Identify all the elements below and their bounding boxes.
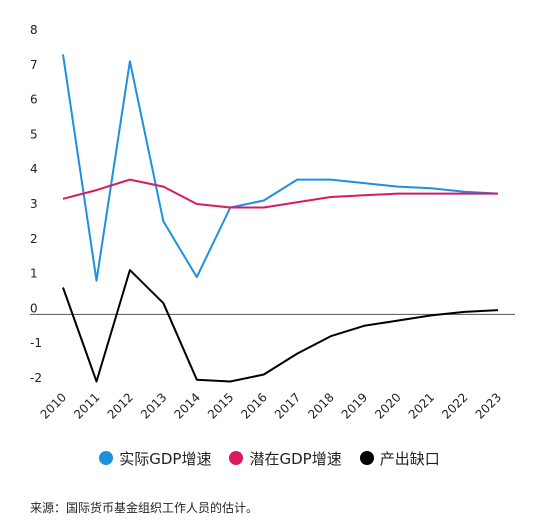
legend-marker-output-gap [359, 451, 374, 465]
y-tick-label: 5 [30, 127, 38, 141]
x-tick-label: 2022 [439, 390, 470, 421]
x-tick-label: 2023 [473, 390, 504, 421]
series-line-potential-gdp [62, 178, 498, 209]
legend-label-actual-gdp: 实际GDP增速 [119, 449, 212, 468]
legend-label-output-gap: 产出缺口 [379, 449, 440, 468]
x-tick-label: 2015 [205, 390, 236, 421]
x-tick-label: 2018 [305, 390, 336, 421]
legend-marker-potential-gdp [229, 451, 244, 465]
x-tick-label: 2020 [372, 390, 403, 421]
x-tick-label: 2019 [339, 390, 370, 421]
x-tick-label: 2012 [105, 390, 136, 421]
y-tick-label: -1 [30, 336, 42, 350]
x-axis: 2010 2011 2012 2013 2014 2015 2016 2017 2018 2019… [38, 390, 504, 421]
series-layer [62, 54, 499, 383]
x-tick-label: 2011 [71, 390, 102, 421]
x-tick-label: 2016 [238, 390, 269, 421]
x-tick-label: 2017 [272, 390, 303, 421]
x-tick-label: 2014 [171, 390, 202, 421]
y-tick-label: 2 [30, 232, 38, 246]
y-tick-label: 3 [30, 197, 38, 211]
x-tick-label: 2021 [406, 390, 437, 421]
series-line-actual-gdp [62, 54, 499, 282]
legend: 实际GDP增速 潜在GDP增速 产出缺口 [0, 446, 539, 470]
y-tick-label: 7 [30, 58, 38, 72]
legend-item-actual-gdp: 实际GDP增速 [99, 448, 211, 469]
y-axis: 8 7 6 5 4 3 2 1 0 -1 -2 [30, 23, 42, 385]
y-tick-label: 6 [30, 93, 38, 107]
y-tick-label: -2 [30, 371, 42, 385]
series-line-output-gap [62, 269, 499, 383]
legend-label-potential-gdp: 潜在GDP增速 [249, 449, 342, 468]
x-tick-label: 2013 [138, 390, 169, 421]
legend-marker-actual-gdp [99, 451, 114, 465]
legend-item-potential-gdp: 潜在GDP增速 [229, 448, 342, 469]
source-note: 来源：国际货币基金组织工作人员的估计。 [30, 501, 259, 515]
y-tick-label: 0 [30, 301, 38, 315]
y-tick-label: 1 [30, 267, 38, 281]
y-tick-label: 8 [30, 23, 38, 37]
y-tick-label: 4 [30, 162, 38, 176]
legend-item-output-gap: 产出缺口 [359, 448, 440, 469]
x-tick-label: 2010 [38, 390, 69, 421]
